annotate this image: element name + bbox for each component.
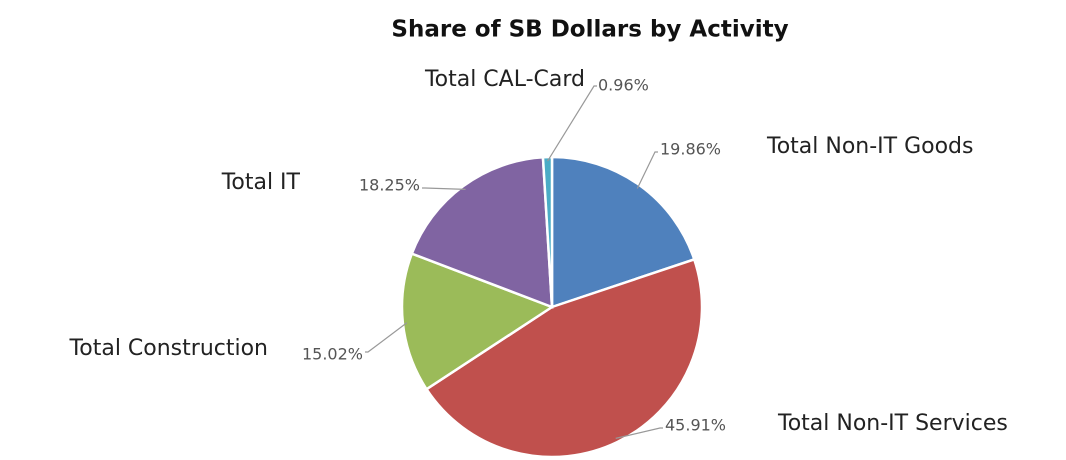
category-label: Total Construction [69, 336, 268, 361]
chart-title: Share of SB Dollars by Activity [391, 17, 788, 43]
pie-slice [400, 252, 555, 391]
leader-line [636, 151, 658, 189]
pie-slice [424, 257, 704, 459]
value-label: 19.86% [660, 140, 721, 159]
value-label: 0.96% [598, 76, 649, 95]
pie-slice [410, 155, 554, 309]
leader-line [547, 85, 597, 162]
category-label: Total Non-IT Services [777, 411, 1008, 436]
category-label: Total CAL-Card [424, 67, 585, 92]
value-label: 15.02% [302, 345, 363, 364]
leader-line [365, 322, 408, 353]
value-label: 45.91% [665, 416, 726, 435]
leader-line [422, 187, 466, 190]
value-label: 18.25% [359, 176, 420, 195]
leader-line [615, 427, 663, 439]
pie-slice [541, 155, 554, 308]
category-label: Total IT [221, 170, 301, 195]
pie-slice [550, 155, 696, 309]
category-label: Total Non-IT Goods [766, 134, 974, 159]
